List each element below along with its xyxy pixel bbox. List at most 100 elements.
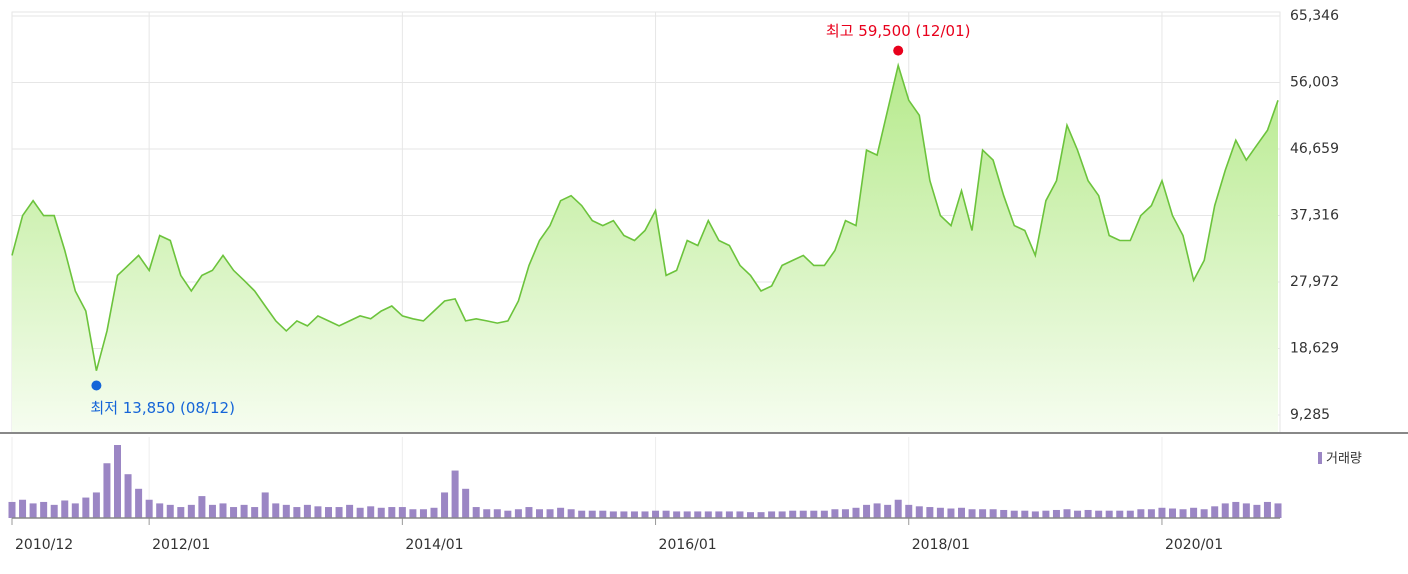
y-tick-label: 27,972 bbox=[1290, 274, 1339, 290]
volume-bar bbox=[630, 511, 638, 518]
volume-bar bbox=[124, 474, 132, 518]
volume-bar bbox=[947, 508, 955, 518]
y-tick-label: 46,659 bbox=[1290, 141, 1339, 157]
volume-bar bbox=[261, 492, 269, 518]
volume-bar bbox=[1263, 501, 1271, 518]
volume-bar bbox=[778, 511, 786, 518]
volume-bar bbox=[1105, 510, 1113, 518]
x-tick-label: 2010/12 bbox=[15, 537, 73, 553]
volume-bar bbox=[8, 501, 16, 518]
volume-bar bbox=[219, 503, 227, 518]
volume-bar bbox=[979, 509, 987, 518]
volume-bar bbox=[240, 504, 248, 518]
volume-bar bbox=[156, 503, 164, 518]
volume-bar bbox=[662, 510, 670, 518]
volume-bar bbox=[145, 499, 153, 518]
volume-bar bbox=[1063, 509, 1071, 518]
volume-bar bbox=[915, 506, 923, 518]
volume-bar bbox=[673, 511, 681, 518]
volume-bar bbox=[799, 510, 807, 518]
volume-bar bbox=[968, 509, 976, 518]
volume-bar bbox=[472, 507, 480, 518]
volume-bar bbox=[884, 504, 892, 518]
volume-bar bbox=[29, 503, 37, 518]
y-tick-label: 65,346 bbox=[1290, 8, 1339, 24]
volume-bar bbox=[694, 511, 702, 518]
volume-bar bbox=[905, 504, 913, 518]
volume-bar bbox=[789, 510, 797, 518]
volume-bar bbox=[92, 492, 100, 518]
volume-bar bbox=[1274, 503, 1282, 518]
price-line bbox=[11, 62, 1279, 371]
volume-bar bbox=[177, 507, 185, 518]
volume-bar bbox=[50, 504, 58, 518]
volume-bar bbox=[135, 488, 143, 518]
volume-bar bbox=[989, 509, 997, 518]
x-tick-label: 2020/01 bbox=[1165, 537, 1223, 553]
volume-bar bbox=[715, 511, 723, 518]
volume-bar bbox=[578, 510, 586, 518]
volume-bar bbox=[1116, 510, 1124, 518]
volume-bar bbox=[620, 511, 628, 518]
volume-bar bbox=[335, 507, 343, 518]
y-tick-label: 56,003 bbox=[1290, 75, 1339, 91]
volume-bar bbox=[810, 510, 818, 518]
volume-bar bbox=[1169, 508, 1176, 518]
volume-bar bbox=[831, 509, 839, 518]
volume-bar bbox=[546, 509, 554, 518]
volume-bar bbox=[1074, 510, 1082, 518]
volume-bar bbox=[441, 492, 449, 518]
volume-bar bbox=[1126, 510, 1134, 518]
volume-bar bbox=[958, 507, 965, 518]
volume-bar bbox=[683, 511, 691, 518]
volume-bar bbox=[1042, 510, 1050, 518]
volume-bar bbox=[325, 507, 332, 518]
volume-bar bbox=[1000, 509, 1008, 518]
volume-bar bbox=[588, 510, 596, 518]
volume-bar bbox=[1147, 509, 1155, 518]
y-tick-label: 18,629 bbox=[1290, 340, 1339, 356]
volume-bar bbox=[1084, 509, 1092, 518]
volume-bar bbox=[747, 512, 754, 518]
volume-bar bbox=[493, 509, 501, 518]
extreme-label: 최고 59,500 (12/01) bbox=[826, 22, 971, 40]
volume-bar bbox=[1021, 510, 1029, 518]
volume-bar bbox=[841, 509, 849, 518]
volume-bar bbox=[757, 512, 765, 518]
volume-bar bbox=[462, 488, 470, 518]
volume-bar bbox=[251, 507, 259, 518]
volume-bar bbox=[451, 470, 459, 518]
volume-bar bbox=[1179, 509, 1187, 518]
x-tick-label: 2016/01 bbox=[659, 537, 717, 553]
volume-bar bbox=[314, 506, 322, 518]
volume-bar bbox=[303, 504, 311, 518]
volume-bar bbox=[863, 504, 871, 518]
extreme-label: 최저 13,850 (08/12) bbox=[90, 399, 235, 417]
volume-bar bbox=[1232, 501, 1240, 518]
volume-bar bbox=[1052, 509, 1060, 518]
volume-bar bbox=[419, 509, 427, 518]
volume-bar bbox=[282, 504, 290, 518]
volume-bar bbox=[1200, 509, 1208, 518]
volume-bar bbox=[367, 506, 375, 518]
volume-bar bbox=[704, 511, 712, 518]
x-tick-label: 2014/01 bbox=[405, 537, 463, 553]
volume-bar bbox=[71, 503, 79, 518]
volume-bar bbox=[103, 463, 111, 518]
volume-bar bbox=[198, 496, 206, 518]
volume-bar bbox=[114, 445, 121, 518]
volume-bar bbox=[599, 510, 607, 518]
volume-bar bbox=[557, 507, 565, 518]
x-tick-label: 2012/01 bbox=[152, 537, 210, 553]
volume-bar bbox=[725, 511, 733, 518]
volume-bar bbox=[567, 509, 575, 518]
extreme-marker bbox=[91, 380, 102, 391]
volume-bar bbox=[525, 507, 533, 518]
volume-bar bbox=[652, 510, 660, 518]
legend-swatch bbox=[1318, 452, 1322, 464]
volume-bar bbox=[346, 504, 354, 518]
volume-bar bbox=[768, 511, 776, 518]
volume-bar bbox=[1010, 510, 1018, 518]
volume-bar bbox=[272, 503, 280, 518]
